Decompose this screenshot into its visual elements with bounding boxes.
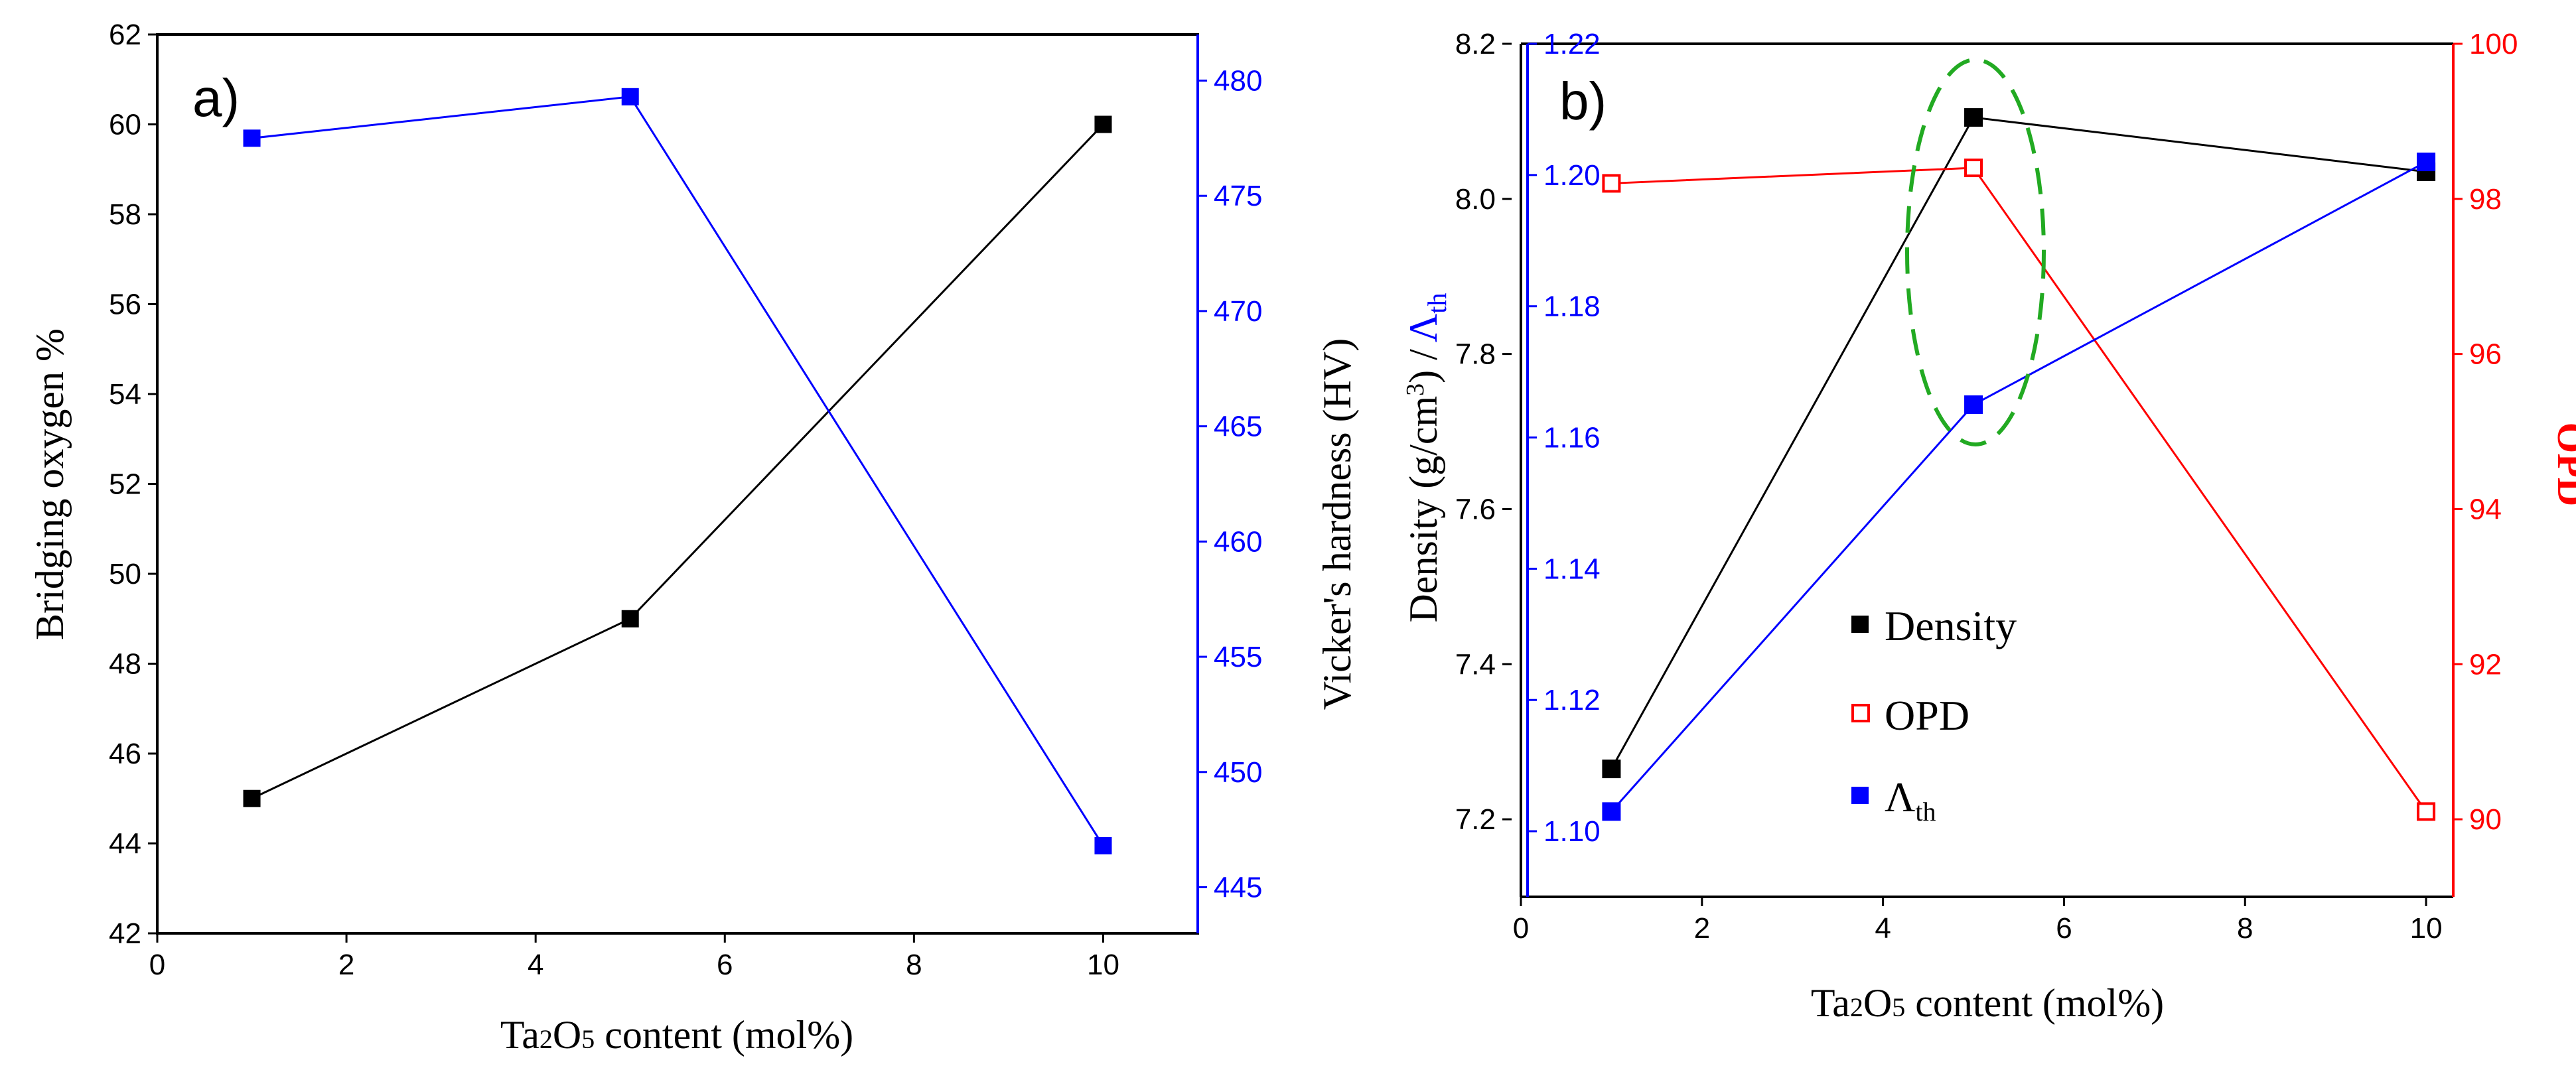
lambda-axis-tick-label: 1.12 [1543,684,1601,716]
legend-label-opd: OPD [1885,692,1969,739]
right-axis-a-tick-label: 460 [1214,525,1262,558]
right-axis-a-tick-label: 480 [1214,64,1262,97]
x-tick-label-b: 6 [2056,912,2072,945]
x-tick-label-b: 0 [1513,912,1529,945]
series-b [1602,108,2436,821]
data-point-vicker-s-hardness-hv- [243,129,261,147]
series-line--th [1610,161,2427,813]
left-axis-a-tick-label: 54 [109,378,141,411]
data-point--th [1602,802,1621,821]
data-point-vicker-s-hardness-hv- [621,88,639,105]
x-tick-label-b: 10 [2410,912,2443,945]
series-line-density [1610,116,2427,769]
legend-marker-lambda [1851,787,1869,804]
density-axis-tick-label: 7.2 [1455,803,1496,836]
right-axis-title-b: OPD [2549,423,2576,507]
legend-marker-density [1851,616,1869,633]
left-axis-title-b: Density (g/cm3) /Λth [1401,293,1452,623]
legend-label-lambda: Λth [1885,773,1936,827]
legend-marker-opd [1851,704,1870,722]
x-tick-label-a: 4 [528,949,543,981]
x-tick-label-b: 4 [1875,912,1891,945]
series-line-vicker-s-hardness-hv- [251,96,1104,846]
series-line-bridging-oxygen- [251,123,1104,800]
panel-b: b) 0 2 4 6 8 10 7.27.47.67.88.08.2 1.101.121.… [1401,28,2576,1025]
right-axis-ticks-a: 445 450 455 460 465 470 475 480 [1198,64,1262,904]
density-axis-tick-label: 7.4 [1455,648,1496,681]
x-axis-title-a: Ta2O5 content (mol%) [500,1013,853,1057]
opd-axis-tick-label: 98 [2469,183,2502,216]
left-axis-a-tick-label: 46 [109,738,141,770]
lambda-axis-tick-label: 1.18 [1543,291,1601,323]
density-axis-tick-label: 7.8 [1455,338,1496,371]
plot-frame-a [156,33,1199,935]
highlight-ellipse [1905,58,2046,446]
data-point-bridging-oxygen- [243,789,261,807]
series-a [243,88,1112,854]
right-axis-a-tick-label: 475 [1214,180,1262,212]
left-axis-a-tick-label: 52 [109,468,141,501]
x-tick-label-a: 0 [149,949,165,981]
density-axis-tick-label: 7.6 [1455,493,1496,525]
x-axis-title-b: Ta2O5 content (mol%) [1811,981,2164,1025]
data-point-bridging-oxygen- [621,610,639,628]
left-axis-a-tick-label: 42 [109,917,141,950]
left-axis-ticks-a: 42 44 46 48 50 52 54 56 58 60 62 [109,19,157,950]
left-axis-a-tick-label: 48 [109,648,141,681]
right-axis-a-tick-label: 445 [1214,872,1262,904]
x-tick-label-b: 8 [2237,912,2253,945]
x-axis-ticks-a: 0 2 4 6 8 10 [149,933,1119,981]
left-axis-a-tick-label: 62 [109,19,141,51]
left-axis-title-a: Bridging oxygen % [28,328,72,640]
data-point-density [1964,108,1983,127]
opd-axis-tick-label: 96 [2469,338,2502,371]
data-point-opd [1602,174,1621,193]
opd-axis-tick-label: 90 [2469,803,2502,836]
data-point-opd [1964,159,1983,178]
right-axis-a-tick-label: 450 [1214,756,1262,789]
legend-label-density: Density [1885,602,2017,649]
right-axis-a-tick-label: 455 [1214,641,1262,673]
data-point--th [2417,153,2436,172]
data-point-density [1602,760,1621,779]
right-axis-a-tick-label: 470 [1214,295,1262,328]
right-axis-title-a: Vicker's hardness (HV) [1315,338,1359,710]
lambda-axis-ticks-b: 1.10 1.12 1.14 1.16 1.18 1.20 1.22 [1528,28,1601,848]
data-point-bridging-oxygen- [1094,115,1112,133]
density-axis-tick-label: 8.2 [1455,28,1496,60]
opd-axis-tick-label: 94 [2469,493,2502,525]
left-axis-a-tick-label: 60 [109,109,141,141]
left-axis-a-tick-label: 56 [109,289,141,321]
lambda-axis-tick-label: 1.10 [1543,815,1601,848]
legend-b: Density OPD Λth [1851,602,2017,827]
lambda-axis-tick-label: 1.20 [1543,159,1601,192]
data-point--th [1964,395,1983,415]
left-axis-a-tick-label: 44 [109,828,141,860]
x-tick-label-b: 2 [1694,912,1710,945]
density-axis-tick-label: 8.0 [1455,183,1496,216]
density-axis-ticks-b: 7.2 7.4 7.6 7.8 8.0 8.2 [1455,28,1512,836]
data-point-opd [2417,802,2436,821]
opd-axis-tick-label: 100 [2469,28,2518,60]
x-axis-ticks-b: 0 2 4 6 8 10 [1513,897,2443,945]
opd-axis-ticks-b: 90 92 94 96 98 100 [2453,28,2518,836]
left-axis-a-tick-label: 50 [109,558,141,590]
data-point-vicker-s-hardness-hv- [1094,836,1112,854]
x-tick-label-a: 8 [906,949,922,981]
x-tick-label-a: 6 [717,949,733,981]
lambda-axis-tick-label: 1.16 [1543,422,1601,454]
x-tick-label-a: 2 [338,949,354,981]
panel-label-a: a) [192,68,240,127]
panel-label-b: b) [1559,72,1607,131]
lambda-axis-tick-label: 1.14 [1543,553,1601,585]
lambda-axis-tick-label: 1.22 [1543,28,1601,60]
opd-axis-tick-label: 92 [2469,648,2502,681]
right-axis-a-tick-label: 465 [1214,411,1262,443]
series-line-opd [1611,167,2427,813]
x-tick-label-a: 10 [1087,949,1119,981]
left-axis-a-tick-label: 58 [109,198,141,231]
